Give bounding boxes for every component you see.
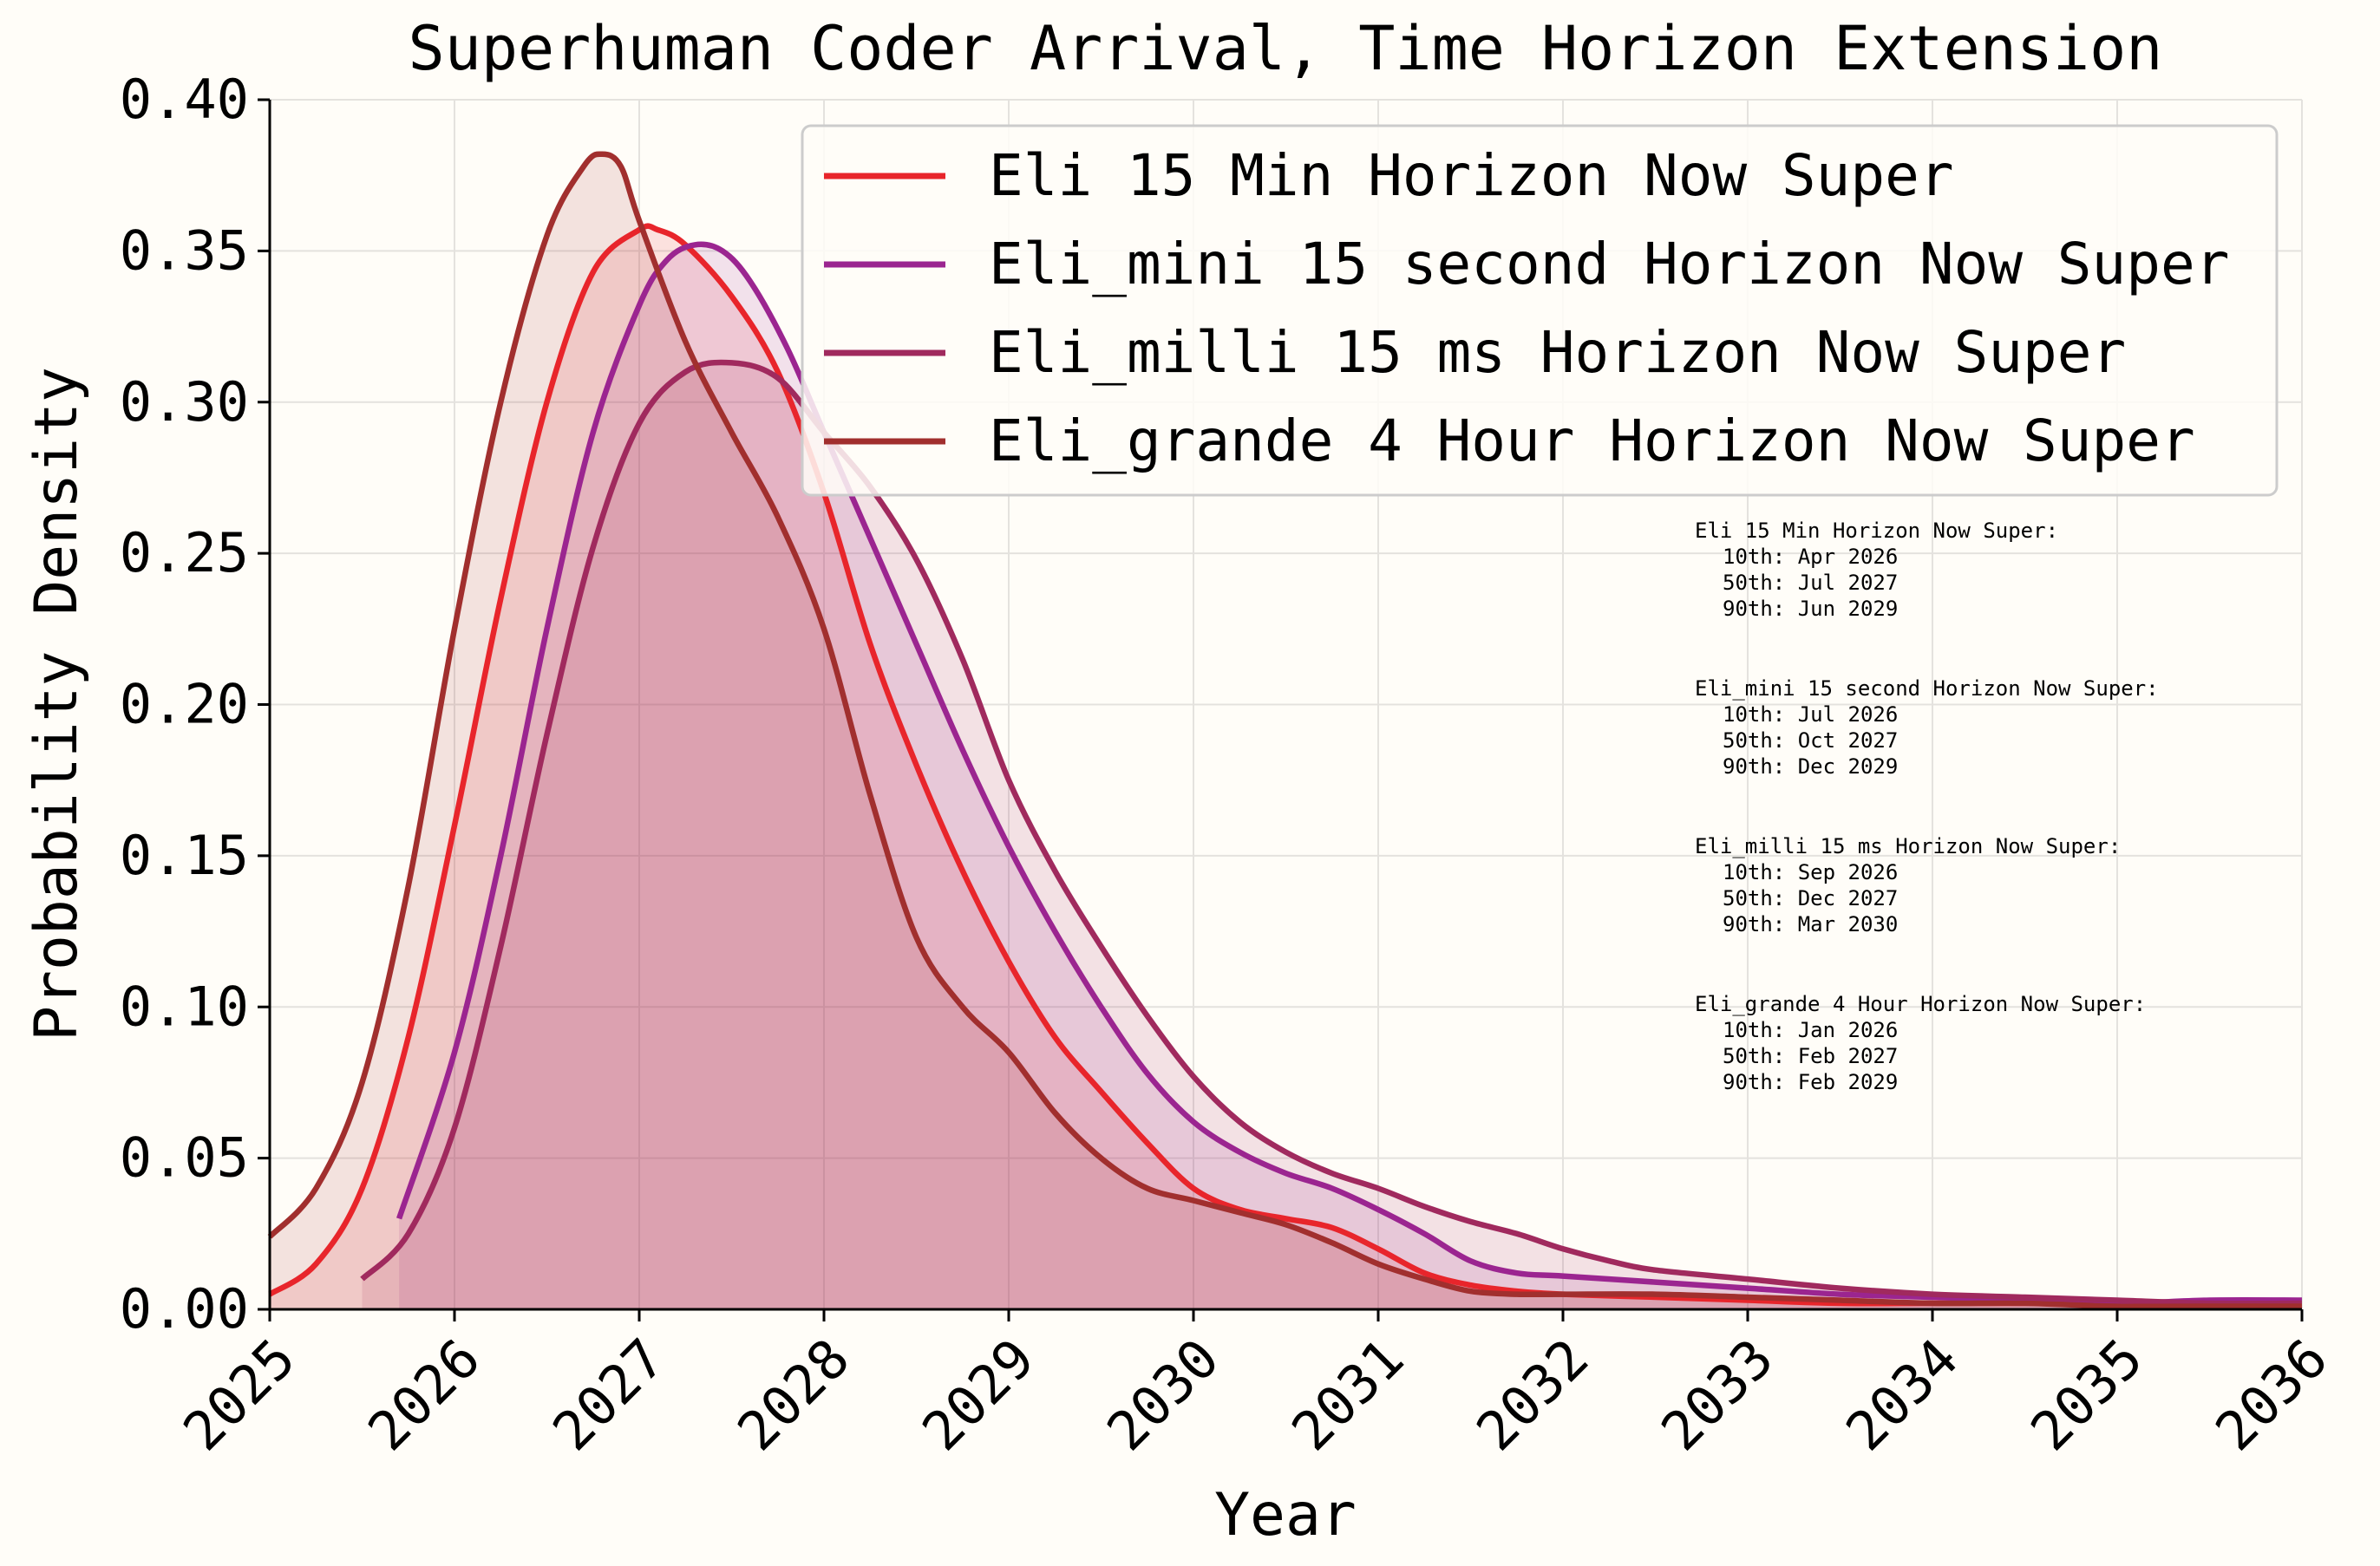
annotation-title: Eli 15 Min Horizon Now Super:: [1695, 519, 2058, 543]
series-line-1: [396, 241, 2303, 1307]
annotation-line: 90th: Mar 2030: [1723, 912, 1898, 936]
x-axis-label: Year: [1214, 1481, 1357, 1550]
y-tick-label: 0.25: [120, 521, 249, 584]
y-tick-label: 0.35: [120, 219, 249, 282]
y-axis-label: Probability Density: [23, 367, 91, 1041]
series-line-2: [360, 359, 2303, 1307]
annotation-line: 10th: Jan 2026: [1723, 1018, 1898, 1042]
annotation-line: 90th: Jun 2029: [1723, 597, 1898, 621]
series-line-0: [268, 223, 2302, 1307]
annotation-line: 10th: Sep 2026: [1723, 860, 1898, 884]
annotation-line: 10th: Apr 2026: [1723, 545, 1898, 569]
legend-entry: Eli_mini 15 second Horizon Now Super: [824, 231, 2229, 297]
annotation-block: Eli_grande 4 Hour Horizon Now Super:10th…: [1695, 992, 2146, 1094]
legend-label: Eli_mini 15 second Horizon Now Super: [989, 231, 2229, 297]
annotation-line: 90th: Dec 2029: [1723, 754, 1898, 779]
y-ticks: 0.00 0.05 0.10 0.15 0.20 0.25 0.30 0.35 0.40: [120, 68, 270, 1341]
legend-entry: Eli_milli 15 ms Horizon Now Super: [824, 319, 2126, 386]
annotation-title: Eli_grande 4 Hour Horizon Now Super:: [1695, 992, 2146, 1016]
series-fill-2: [362, 362, 2302, 1309]
annotation-line: 90th: Feb 2029: [1723, 1070, 1898, 1094]
annotation-block: Eli_milli 15 ms Horizon Now Super:10th: …: [1695, 834, 2121, 936]
annotation-block: Eli_mini 15 second Horizon Now Super:10t…: [1695, 676, 2159, 779]
y-tick-label: 0.10: [120, 975, 249, 1038]
legend-label: Eli_grande 4 Hour Horizon Now Super: [989, 408, 2195, 474]
legend-entry: Eli_grande 4 Hour Horizon Now Super: [824, 408, 2195, 474]
annotation-block: Eli 15 Min Horizon Now Super:10th: Apr 2…: [1695, 519, 2058, 621]
legend-label: Eli_milli 15 ms Horizon Now Super: [989, 319, 2126, 386]
series-fill-0: [270, 225, 2302, 1309]
legend-box: [801, 124, 2279, 497]
percentile-annotations: Eli 15 Min Horizon Now Super:10th: Apr 2…: [1695, 519, 2159, 1094]
y-tick-label: 0.20: [120, 673, 249, 736]
annotation-line: 50th: Jul 2027: [1723, 571, 1898, 595]
annotation-title: Eli_mini 15 second Horizon Now Super:: [1695, 676, 2159, 701]
density-fills: [270, 153, 2302, 1310]
y-tick-label: 0.30: [120, 370, 249, 434]
density-lines: [267, 151, 2303, 1310]
y-tick-label: 0.00: [120, 1277, 249, 1341]
y-tick-label: 0.05: [120, 1126, 249, 1190]
annotation-line: 50th: Dec 2027: [1723, 886, 1898, 910]
legend: Eli 15 Min Horizon Now Super Eli_mini 15 …: [801, 124, 2279, 497]
series-fill-1: [399, 244, 2302, 1310]
y-tick-label: 0.15: [120, 824, 249, 887]
legend-entry: Eli 15 Min Horizon Now Super: [824, 142, 1954, 209]
series-fill-3: [270, 153, 2302, 1309]
annotation-line: 50th: Feb 2027: [1723, 1044, 1898, 1068]
chart-title: Superhuman Coder Arrival, Time Horizon E…: [409, 13, 2163, 84]
annotation-title: Eli_milli 15 ms Horizon Now Super:: [1695, 834, 2121, 858]
annotation-line: 10th: Jul 2026: [1723, 702, 1898, 727]
annotation-line: 50th: Oct 2027: [1723, 728, 1898, 753]
y-tick-label: 0.40: [120, 68, 249, 131]
series-line-3: [267, 151, 2302, 1310]
legend-label: Eli 15 Min Horizon Now Super: [989, 142, 1954, 209]
